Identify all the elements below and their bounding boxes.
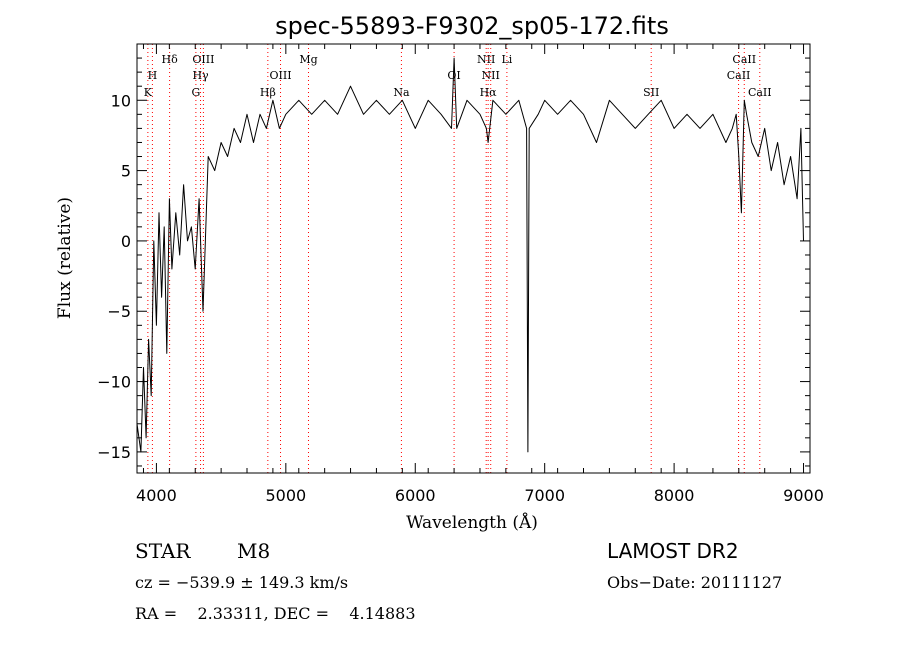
spectrum-line	[136, 57, 804, 453]
spectral-line-label: H	[148, 69, 158, 82]
spectral-line-label: OI	[447, 69, 460, 82]
spectral-line-label: Hδ	[162, 53, 179, 66]
object-class: STAR	[135, 539, 191, 563]
x-tick-label: 8000	[654, 486, 695, 505]
spectral-line-label: NII	[477, 53, 495, 66]
spectral-line-markers: KH Hδ Hγ G OIII Hβ OIII Mg Na OI NII NII Hα Li SII CaII…	[144, 44, 772, 473]
x-axis-label: Wavelength (Å)	[406, 512, 538, 533]
x-tick-label: 5000	[265, 486, 306, 505]
spectrum-series	[136, 57, 804, 453]
chart-title: spec-55893-F9302_sp05-172.fits	[275, 12, 669, 40]
spectral-line-label: Li	[501, 53, 512, 66]
spectral-line-label: SII	[643, 86, 659, 99]
spectral-line-label: Hγ	[192, 69, 209, 82]
y-axis-label: Flux (relative)	[55, 197, 75, 319]
axis-ticks: 4000 5000 6000 7000 8000 9000 −15 −10 −5 0 5 10	[97, 44, 824, 505]
spectral-line-label: CaII	[748, 86, 772, 99]
x-tick-label: 6000	[395, 486, 436, 505]
spectral-line-label: G	[191, 86, 200, 99]
y-tick-label: −5	[107, 302, 131, 321]
spectral-line-label: K	[144, 86, 153, 99]
plot-frame	[136, 43, 811, 474]
y-tick-label: 10	[111, 91, 131, 110]
spectral-line-label: CaII	[727, 69, 751, 82]
spectral-line-label: OIII	[269, 69, 291, 82]
spectral-line-label: Mg	[299, 53, 317, 66]
spectral-line-label: CaII	[732, 53, 756, 66]
y-tick-label: −10	[97, 373, 131, 392]
spectral-line-label: OIII	[192, 53, 214, 66]
x-tick-label: 4000	[136, 486, 177, 505]
spectral-line-label: Hβ	[260, 86, 276, 99]
x-tick-label: 7000	[524, 486, 565, 505]
sky-coordinates: RA = 2.33311, DEC = 4.14883	[135, 604, 416, 623]
observation-date: Obs−Date: 20111127	[607, 573, 783, 592]
spectral-line-label: Na	[393, 86, 410, 99]
object-subclass: M8	[237, 539, 271, 563]
y-tick-label: 5	[121, 162, 131, 181]
y-tick-label: −15	[97, 443, 131, 462]
x-tick-label: 9000	[783, 486, 824, 505]
spectral-line-label: Hα	[480, 86, 498, 99]
survey-name: LAMOST DR2	[607, 539, 739, 563]
y-tick-label: 0	[121, 232, 131, 251]
spectral-line-label: NII	[482, 69, 500, 82]
redshift-velocity: cz = −539.9 ± 149.3 km/s	[135, 573, 349, 592]
